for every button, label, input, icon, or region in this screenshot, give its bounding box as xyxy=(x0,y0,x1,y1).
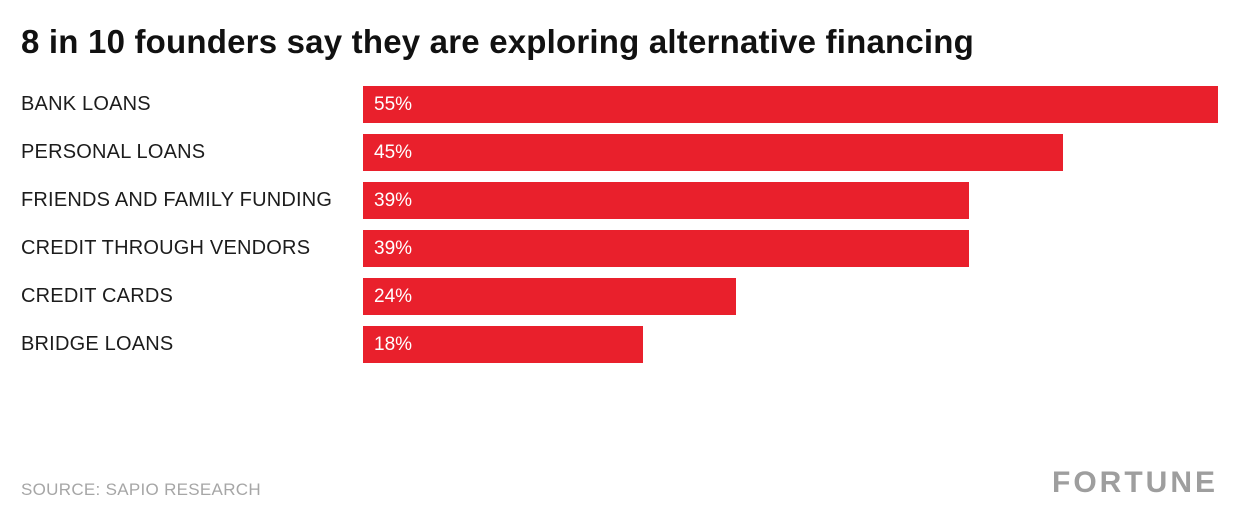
bar-track: 18% xyxy=(363,326,1218,364)
bar-track: 55% xyxy=(363,86,1218,124)
bar-track: 39% xyxy=(363,230,1218,268)
bar-track: 24% xyxy=(363,278,1218,316)
bar-row: CREDIT CARDS 24% xyxy=(21,278,1218,316)
value-label: 18% xyxy=(374,333,413,355)
category-label: CREDIT THROUGH VENDORS xyxy=(21,237,311,260)
bar-row: FRIENDS AND FAMILY FUNDING 39% xyxy=(21,182,1218,220)
bar: 18% xyxy=(363,326,643,364)
category-label: FRIENDS AND FAMILY FUNDING xyxy=(21,189,333,212)
bar: 45% xyxy=(363,134,1063,172)
chart-container: 8 in 10 founders say they are exploring … xyxy=(21,0,1218,516)
value-label: 55% xyxy=(374,93,413,115)
bar-row: BANK LOANS 55% xyxy=(21,86,1218,124)
bar: 24% xyxy=(363,278,737,316)
chart-title: 8 in 10 founders say they are exploring … xyxy=(21,23,974,60)
bar-row: BRIDGE LOANS 18% xyxy=(21,326,1218,364)
bar-row: PERSONAL LOANS 45% xyxy=(21,134,1218,172)
value-label: 39% xyxy=(374,237,413,259)
bar: 39% xyxy=(363,230,970,268)
value-label: 45% xyxy=(374,141,413,163)
source-credit: SOURCE: SAPIO RESEARCH xyxy=(21,480,261,499)
bar: 39% xyxy=(363,182,970,220)
bar-track: 45% xyxy=(363,134,1218,172)
value-label: 39% xyxy=(374,189,413,211)
bar-row: CREDIT THROUGH VENDORS 39% xyxy=(21,230,1218,268)
value-label: 24% xyxy=(374,285,413,307)
category-label: BRIDGE LOANS xyxy=(21,333,174,356)
category-label: CREDIT CARDS xyxy=(21,285,174,308)
category-label: PERSONAL LOANS xyxy=(21,141,206,164)
fortune-logo: FORTUNE xyxy=(1052,466,1218,499)
bar-rows: BANK LOANS 55% PERSONAL LOANS 45% FRIENDS AN… xyxy=(21,86,1218,364)
bar: 55% xyxy=(363,86,1218,124)
bar-track: 39% xyxy=(363,182,1218,220)
chart-footer: SOURCE: SAPIO RESEARCH FORTUNE xyxy=(21,466,1218,500)
category-label: BANK LOANS xyxy=(21,93,151,116)
